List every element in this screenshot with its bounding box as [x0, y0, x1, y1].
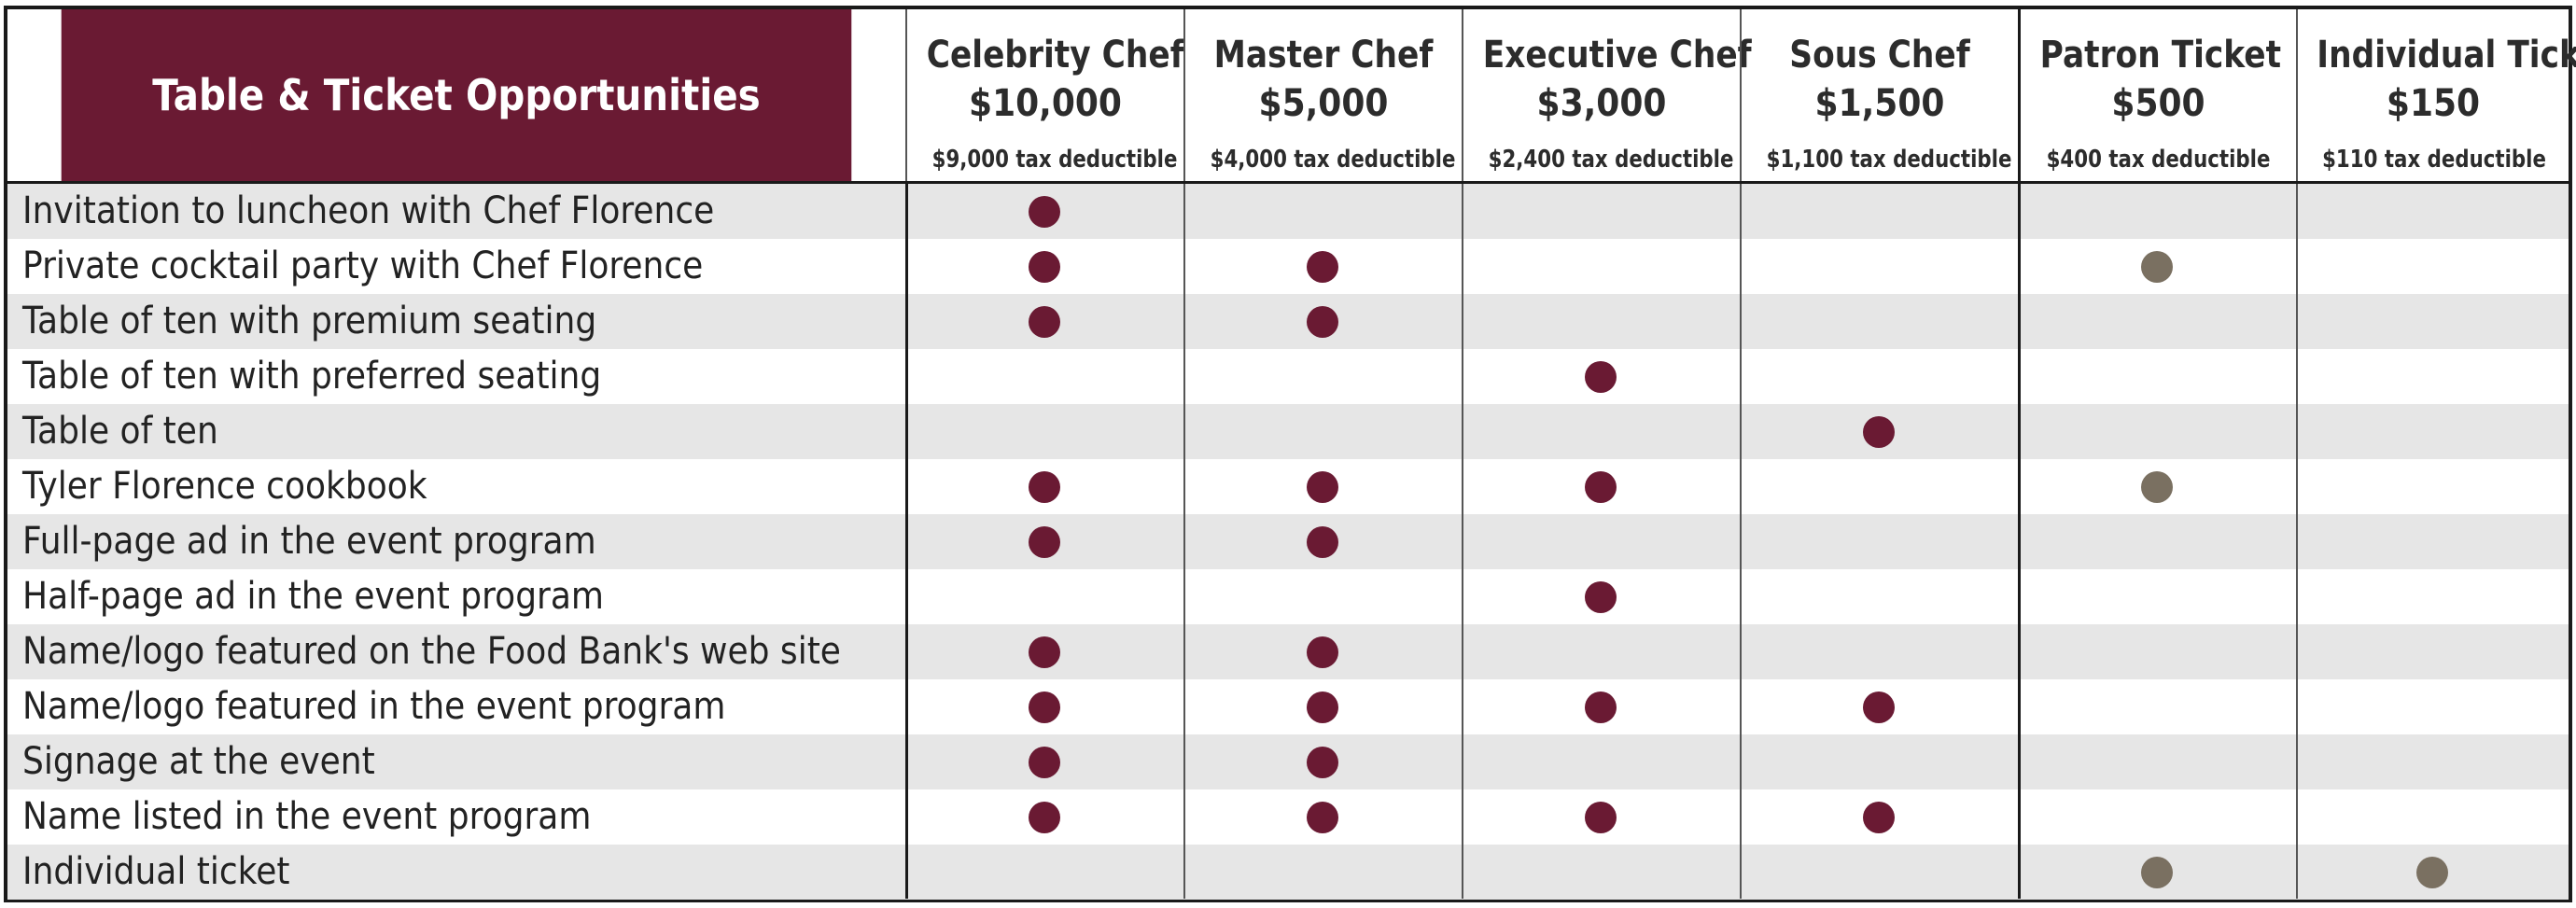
tier-tax-deductible: $4,000 tax deductible — [1210, 146, 1456, 174]
table-row: Tyler Florence cookbook — [7, 459, 2569, 514]
table-row: Full-page ad in the event program — [7, 514, 2569, 569]
benefit-label: Name listed in the event program — [22, 795, 592, 838]
table-row: Table of ten with preferred seating — [7, 349, 2569, 404]
benefit-label: Table of ten with preferred seating — [22, 355, 602, 398]
table-row: Table of ten — [7, 404, 2569, 459]
included-dot-icon — [1307, 801, 1338, 833]
column-divider — [1740, 184, 1742, 899]
benefit-label: Private cocktail party with Chef Florenc… — [22, 244, 704, 287]
included-dot-icon — [2141, 856, 2173, 888]
included-dot-icon — [1029, 746, 1060, 778]
included-dot-icon — [1585, 691, 1617, 723]
table-row: Name/logo featured on the Food Bank's we… — [7, 624, 2569, 679]
included-dot-icon — [1029, 691, 1060, 723]
tier-header-4: Patron Ticket $500 $400 tax deductible — [2018, 9, 2296, 181]
included-dot-icon — [2141, 250, 2173, 283]
table-row: Invitation to luncheon with Chef Florenc… — [7, 184, 2569, 239]
included-dot-icon — [1307, 746, 1338, 778]
column-divider — [905, 184, 908, 899]
included-dot-icon — [1307, 470, 1338, 503]
included-dot-icon — [1585, 580, 1617, 613]
column-divider — [2018, 184, 2021, 899]
included-dot-icon — [1585, 360, 1617, 393]
tier-name: Sous Chef — [1789, 34, 1970, 77]
included-dot-icon — [1863, 691, 1895, 723]
tier-price: $1,500 — [1814, 82, 1945, 125]
tier-price: $500 — [2111, 82, 2205, 125]
tier-tax-deductible: $1,100 tax deductible — [1766, 146, 2012, 174]
benefit-label: Half-page ad in the event program — [22, 575, 604, 618]
tier-tax-deductible: $400 tax deductible — [2046, 146, 2271, 174]
included-dot-icon — [1029, 636, 1060, 668]
benefits-table: Table & Ticket Opportunities Celebrity C… — [4, 6, 2576, 902]
included-dot-icon — [1029, 195, 1060, 228]
tier-tax-deductible: $110 tax deductible — [2322, 146, 2546, 174]
tier-name: Individual Ticket — [2317, 34, 2576, 77]
benefit-label: Name/logo featured in the event program — [22, 685, 726, 728]
tier-name: Patron Ticket — [2039, 34, 2282, 77]
included-dot-icon — [2416, 856, 2448, 888]
table-row: Signage at the event — [7, 734, 2569, 789]
tier-name: Celebrity Chef — [926, 34, 1184, 77]
included-dot-icon — [1585, 470, 1617, 503]
benefit-label: Signage at the event — [22, 740, 375, 783]
included-dot-icon — [1307, 636, 1338, 668]
included-dot-icon — [1029, 305, 1060, 338]
tier-header-3: Sous Chef $1,500 $1,100 tax deductible — [1740, 9, 2018, 181]
table-header: Table & Ticket Opportunities Celebrity C… — [7, 9, 2576, 184]
tier-name: Master Chef — [1213, 34, 1434, 77]
included-dot-icon — [2141, 470, 2173, 503]
column-divider — [1183, 184, 1185, 899]
included-dot-icon — [1029, 250, 1060, 283]
included-dot-icon — [1585, 801, 1617, 833]
tier-price: $3,000 — [1536, 82, 1667, 125]
included-dot-icon — [1863, 415, 1895, 448]
included-dot-icon — [1307, 250, 1338, 283]
benefit-label: Name/logo featured on the Food Bank's we… — [22, 630, 841, 673]
benefit-label: Individual ticket — [22, 850, 290, 893]
included-dot-icon — [1307, 305, 1338, 338]
included-dot-icon — [1863, 801, 1895, 833]
table-row: Name/logo featured in the event program — [7, 679, 2569, 734]
benefit-label: Table of ten with premium seating — [22, 300, 597, 342]
column-divider — [1462, 184, 1463, 899]
included-dot-icon — [1029, 801, 1060, 833]
tier-name: Executive Chef — [1482, 34, 1752, 77]
tier-price: $150 — [2386, 82, 2481, 125]
tier-header-0: Celebrity Chef $10,000 $9,000 tax deductib… — [905, 9, 1184, 181]
tier-price: $10,000 — [969, 82, 1122, 125]
tier-header-5: Individual Ticket $150 $110 tax deductible — [2296, 9, 2576, 181]
benefit-label: Tyler Florence cookbook — [22, 465, 427, 508]
table-row: Name listed in the event program — [7, 789, 2569, 845]
tier-price: $5,000 — [1258, 82, 1389, 125]
column-divider — [2296, 184, 2298, 899]
benefit-label: Invitation to luncheon with Chef Florenc… — [22, 189, 715, 232]
included-dot-icon — [1029, 470, 1060, 503]
included-dot-icon — [1029, 525, 1060, 558]
table-row: Table of ten with premium seating — [7, 294, 2569, 349]
included-dot-icon — [1307, 525, 1338, 558]
included-dot-icon — [1307, 691, 1338, 723]
table-title: Table & Ticket Opportunities — [61, 9, 852, 181]
tier-tax-deductible: $9,000 tax deductible — [931, 146, 1178, 174]
benefit-label: Table of ten — [22, 410, 218, 453]
benefit-label: Full-page ad in the event program — [22, 520, 596, 563]
table-row: Private cocktail party with Chef Florenc… — [7, 239, 2569, 294]
table-row: Individual ticket — [7, 845, 2569, 900]
tier-tax-deductible: $2,400 tax deductible — [1488, 146, 1734, 174]
table-row: Half-page ad in the event program — [7, 569, 2569, 624]
tier-header-2: Executive Chef $3,000 $2,400 tax deductibl… — [1462, 9, 1752, 181]
tier-header-1: Master Chef $5,000 $4,000 tax deductible — [1183, 9, 1462, 181]
